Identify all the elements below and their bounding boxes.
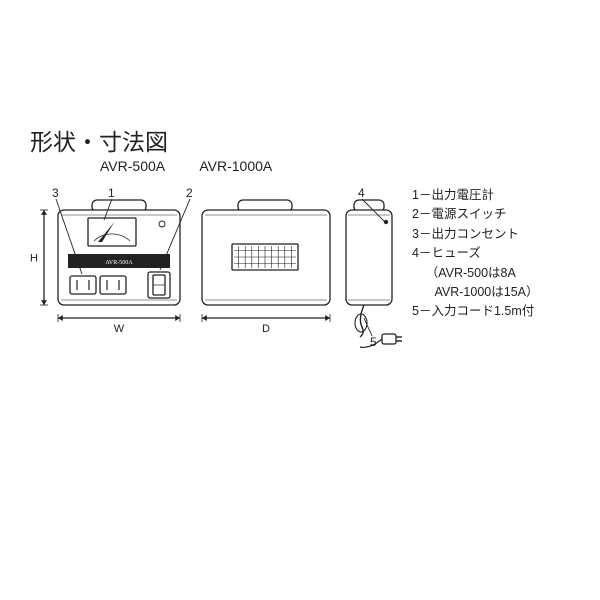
- svg-text:D: D: [262, 323, 270, 335]
- svg-text:H: H: [30, 253, 38, 265]
- svg-text:1: 1: [108, 186, 115, 200]
- svg-text:2: 2: [186, 186, 193, 200]
- svg-text:AVR-500A: AVR-500A: [105, 260, 133, 266]
- svg-text:5: 5: [370, 335, 377, 349]
- svg-text:3: 3: [52, 186, 59, 200]
- svg-text:4: 4: [358, 186, 365, 200]
- page: 形状・寸法図 AVR-500A AVR-1000A 1－出力電圧計2－電源スイッ…: [0, 0, 600, 600]
- diagram-svg: AVR-500A 1 2 3 H W D 4 5: [0, 0, 600, 600]
- svg-text:W: W: [114, 323, 125, 335]
